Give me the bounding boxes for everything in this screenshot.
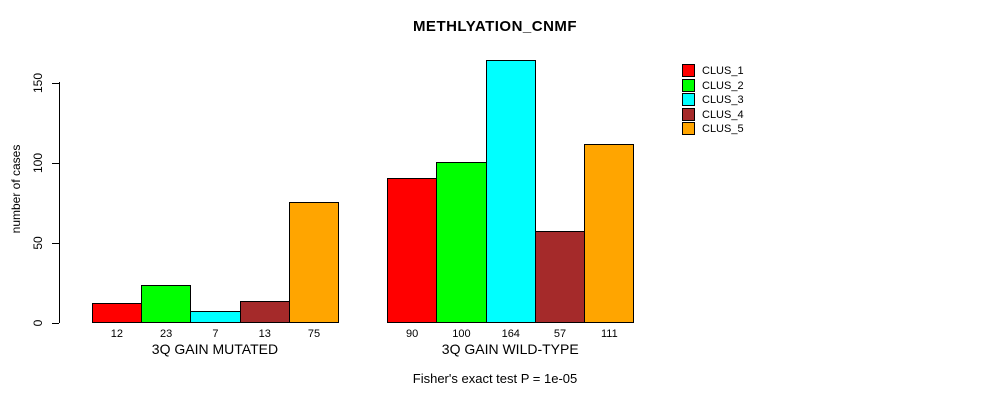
chart-title: METHLYATION_CNMF — [412, 18, 578, 35]
bar-value-clus_3-group2: 164 — [501, 328, 520, 340]
bar-clus_5-group1 — [288, 202, 340, 323]
legend-swatch-icon — [682, 108, 695, 121]
bar-clus_1-group1 — [91, 303, 142, 323]
legend-label: CLUS_1 — [702, 64, 744, 77]
bar-value-clus_2-group1: 23 — [160, 328, 173, 340]
bar-clus_5-group2 — [584, 144, 635, 323]
fisher-test-annotation: Fisher's exact test P = 1e-05 — [412, 371, 578, 386]
bar-value-clus_1-group1: 12 — [110, 328, 123, 340]
bar-value-clus_5-group2: 111 — [600, 328, 618, 340]
y-tick-mark-150 — [52, 82, 59, 84]
y-tick-mark-50 — [52, 242, 59, 244]
y-tick-label-0: 0 — [31, 319, 45, 327]
y-tick-mark-100 — [52, 162, 59, 164]
y-axis-line — [59, 82, 60, 323]
bar-value-clus_5-group1: 75 — [307, 328, 321, 340]
legend-item-clus_4: CLUS_4 — [682, 108, 744, 121]
legend-swatch-icon — [682, 64, 695, 77]
bar-value-clus_4-group2: 57 — [553, 328, 567, 340]
y-tick-label-150: 150 — [31, 72, 45, 94]
legend-item-clus_5: CLUS_5 — [682, 122, 744, 135]
bar-value-clus_1-group2: 90 — [406, 328, 419, 340]
legend-swatch-icon — [682, 122, 695, 135]
bar-clus_3-group2 — [485, 60, 536, 323]
legend-swatch-icon — [682, 79, 695, 92]
legend-item-clus_1: CLUS_1 — [682, 64, 744, 77]
group-label-wild-type: 3Q GAIN WILD-TYPE — [441, 341, 579, 357]
bar-clus_2-group2 — [436, 162, 487, 323]
bar-clus_4-group2 — [534, 231, 586, 323]
y-axis-title: number of cases — [9, 144, 23, 234]
bar-value-clus_2-group2: 100 — [452, 328, 471, 340]
legend-label: CLUS_4 — [702, 108, 744, 121]
y-tick-label-100: 100 — [31, 152, 45, 174]
legend-swatch-icon — [682, 93, 695, 106]
legend-label: CLUS_5 — [702, 122, 744, 135]
bar-value-clus_3-group1: 7 — [212, 328, 219, 340]
y-tick-label-50: 50 — [31, 236, 45, 250]
group-label-mutated: 3Q GAIN MUTATED — [151, 341, 279, 357]
bar-value-clus_4-group1: 13 — [258, 328, 271, 340]
legend-label: CLUS_3 — [702, 93, 744, 106]
bar-clus_3-group1 — [190, 311, 241, 323]
legend-item-clus_3: CLUS_3 — [682, 93, 744, 106]
bar-clus_2-group1 — [141, 285, 192, 323]
bar-clus_4-group1 — [239, 301, 290, 323]
y-tick-mark-0 — [52, 322, 59, 324]
bar-clus_1-group2 — [387, 178, 438, 323]
legend-item-clus_2: CLUS_2 — [682, 79, 744, 92]
legend-label: CLUS_2 — [702, 79, 744, 92]
